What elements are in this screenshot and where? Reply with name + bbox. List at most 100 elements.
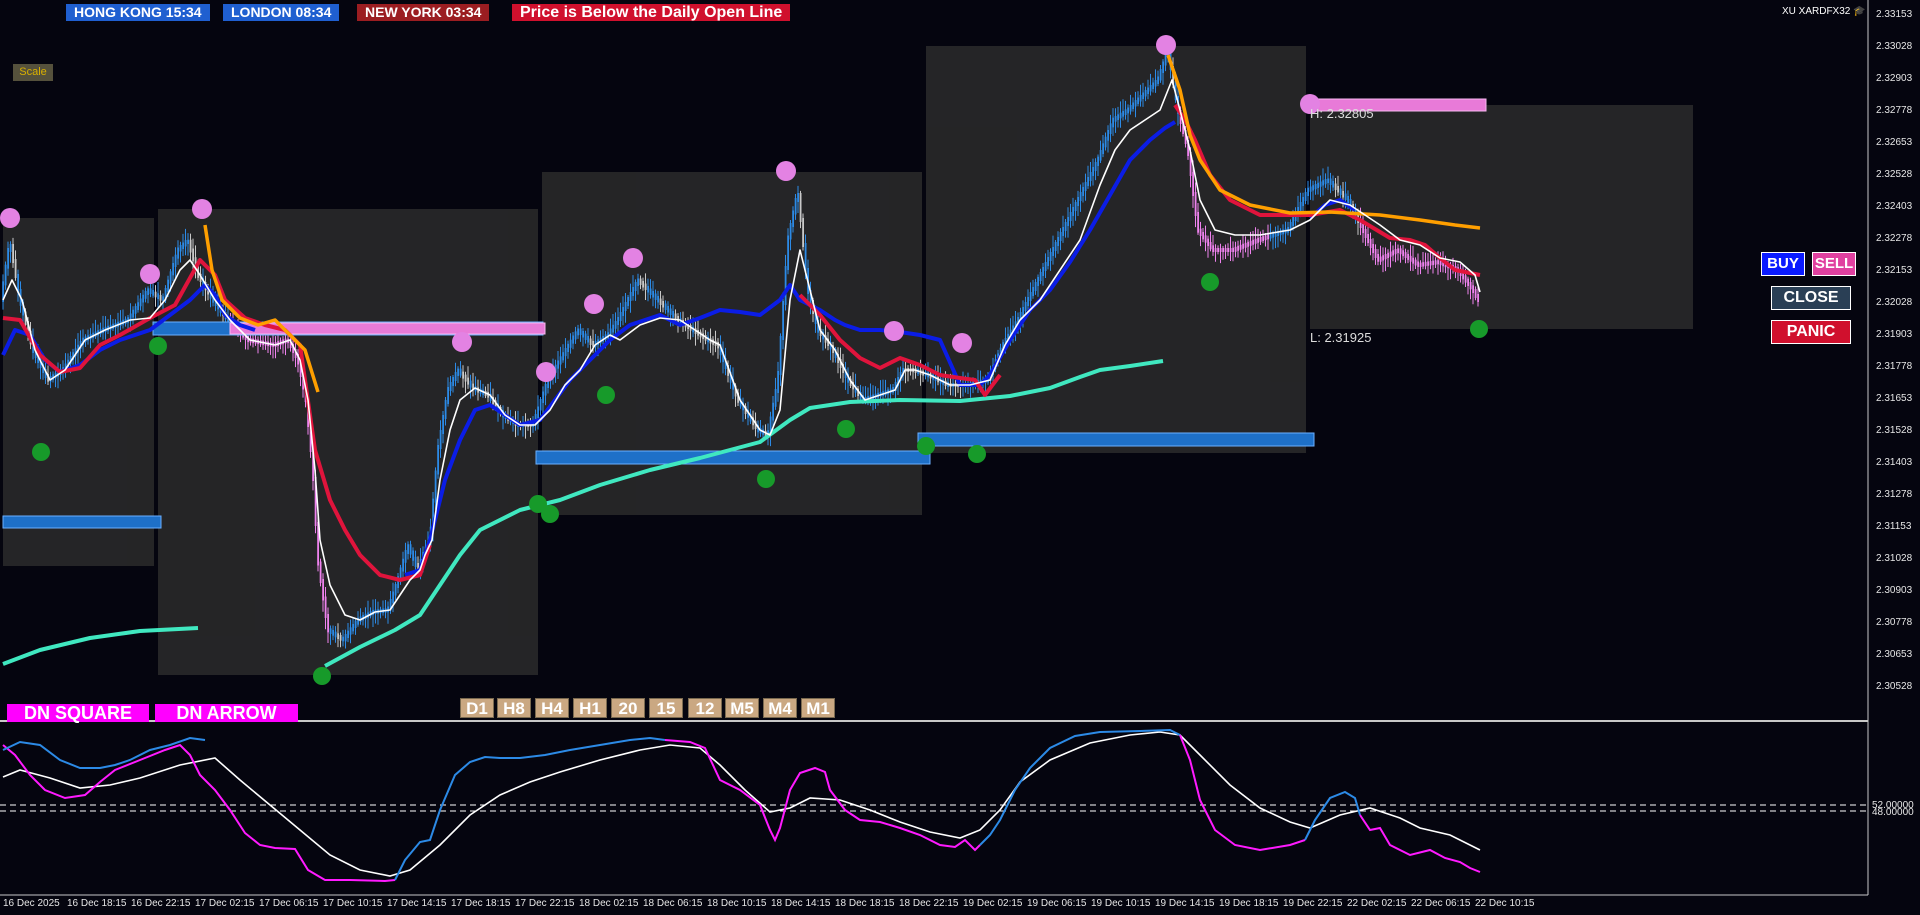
swing-high-dot [0, 208, 20, 228]
candle-body [1434, 260, 1437, 265]
candle-body [294, 349, 297, 358]
candle-body [852, 382, 854, 390]
candle-body [497, 403, 499, 411]
swing-high-dot [452, 332, 472, 352]
candle-body [1087, 177, 1089, 186]
candle-body [559, 356, 562, 365]
candle-body [439, 430, 442, 449]
candle-body [17, 274, 19, 293]
swing-high-dot [536, 362, 556, 382]
candle-body [1217, 248, 1219, 252]
candle-body [409, 544, 412, 555]
candle-body [822, 332, 824, 340]
time-axis-label: 19 Dec 14:15 [1155, 898, 1215, 909]
candle-body [1374, 249, 1377, 258]
candle-body [817, 320, 819, 333]
dn-arrow-button[interactable]: DN ARROW [155, 704, 298, 722]
candle-body [449, 382, 452, 391]
panic-button[interactable]: PANIC [1771, 320, 1851, 344]
candle-body [754, 421, 757, 429]
candle-body [1364, 229, 1367, 238]
time-axis-label: 17 Dec 18:15 [451, 898, 511, 909]
candle-body [1332, 181, 1334, 188]
timeframe-button-m5[interactable]: M5 [725, 698, 759, 718]
candle-body [1384, 254, 1387, 260]
candle-body [824, 335, 827, 343]
timeframe-button-h1[interactable]: H1 [573, 698, 607, 718]
candle-body [469, 380, 472, 388]
candle-body [1192, 172, 1194, 196]
candle-body [1184, 130, 1187, 144]
time-axis-label: 16 Dec 18:15 [67, 898, 127, 909]
scale-button[interactable]: Scale [13, 64, 53, 81]
close-button[interactable]: CLOSE [1771, 286, 1851, 310]
candle-body [1074, 202, 1077, 211]
range-low-label: L: 2.31925 [1310, 330, 1372, 345]
candle-body [794, 198, 797, 215]
price-axis-label: 2.31653 [1876, 393, 1913, 404]
swing-high-dot [623, 248, 643, 268]
candle-body [1394, 249, 1397, 255]
candle-body [1144, 90, 1147, 97]
buy-button[interactable]: BUY [1761, 252, 1805, 276]
candle-body [1462, 272, 1464, 280]
candle-body [1349, 199, 1352, 208]
candle-body [567, 343, 569, 352]
candle-body [1304, 192, 1307, 201]
candle-body [27, 321, 29, 335]
candle-body [1342, 191, 1344, 198]
candle-body [642, 281, 644, 288]
timeframe-button-15[interactable]: 15 [649, 698, 683, 718]
candle-body [832, 345, 834, 353]
time-axis-label: 18 Dec 14:15 [771, 898, 831, 909]
timeframe-button-m4[interactable]: M4 [763, 698, 797, 718]
time-axis-label: 19 Dec 02:15 [963, 898, 1023, 909]
candle-body [142, 294, 144, 303]
candle-body [1272, 232, 1274, 238]
candle-body [302, 373, 304, 390]
candle-body [342, 636, 344, 642]
timeframe-button-d1[interactable]: D1 [460, 698, 494, 718]
candle-body [1279, 230, 1282, 236]
oscillator-fast-line [664, 739, 981, 852]
candle-body [1327, 178, 1329, 183]
candle-body [157, 293, 159, 299]
candle-body [1204, 235, 1207, 243]
ma-red-line [798, 293, 1002, 397]
candle-body [859, 392, 862, 400]
candle-body [1007, 333, 1009, 342]
price-axis-label: 2.32778 [1876, 105, 1913, 116]
swing-low-dot [597, 386, 615, 404]
dn-square-button[interactable]: DN SQUARE [7, 704, 149, 722]
timeframe-button-h8[interactable]: H8 [497, 698, 531, 718]
candle-body [652, 291, 654, 298]
candle-body [454, 372, 457, 381]
candle-body [1197, 212, 1199, 233]
candle-body [902, 368, 904, 376]
candle-body [132, 309, 134, 318]
timeframe-button-20[interactable]: 20 [611, 698, 645, 718]
candle-body [1067, 217, 1069, 226]
candle-body [1234, 246, 1237, 252]
sell-button[interactable]: SELL [1812, 252, 1856, 276]
candle-body [1039, 272, 1042, 281]
candle-body [1129, 105, 1132, 112]
candle-body [14, 259, 17, 278]
timeframe-button-h4[interactable]: H4 [535, 698, 569, 718]
candle-body [187, 239, 189, 244]
timeframe-button-m1[interactable]: M1 [801, 698, 835, 718]
candle-body [1429, 261, 1432, 266]
time-axis-label: 17 Dec 06:15 [259, 898, 319, 909]
time-axis-label: 17 Dec 14:15 [387, 898, 447, 909]
price-axis-label: 2.31278 [1876, 489, 1913, 500]
candle-body [129, 313, 132, 322]
candle-body [1277, 231, 1279, 236]
candle-body [1222, 248, 1224, 252]
timeframe-button-12[interactable]: 12 [688, 698, 722, 718]
time-axis-label: 22 Dec 06:15 [1411, 898, 1471, 909]
candle-body [1432, 260, 1434, 266]
candle-body [1172, 66, 1174, 85]
candle-body [757, 425, 759, 433]
candle-body [787, 235, 789, 270]
